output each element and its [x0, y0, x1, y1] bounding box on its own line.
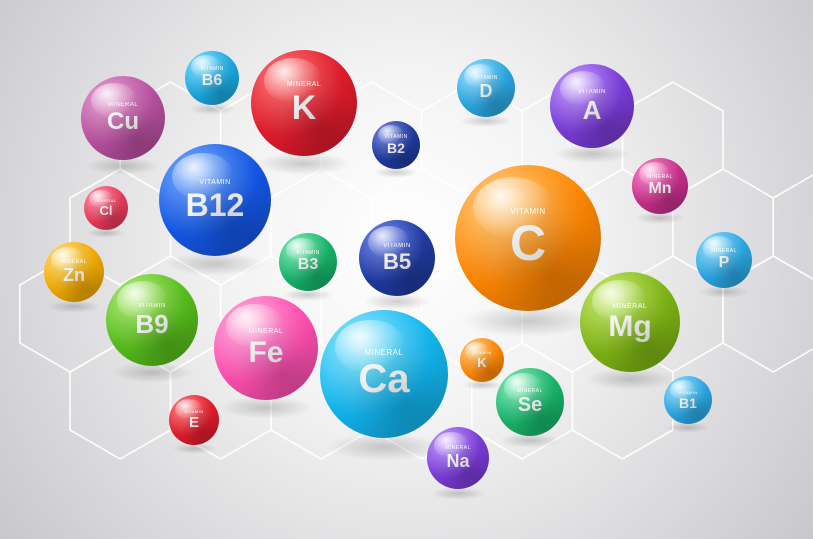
sphere-b6: VITAMINB6 — [185, 51, 239, 105]
sphere-kind-label: VITAMIN — [474, 76, 497, 81]
sphere-symbol-label: B2 — [387, 141, 405, 155]
sphere-kind-label: MINERAL — [108, 102, 138, 108]
sphere-kind-label: VITAMIN — [184, 410, 203, 414]
sphere-kind-label: VITAMIN — [199, 179, 230, 186]
sphere-symbol-label: B6 — [202, 73, 222, 89]
sphere-symbol-label: D — [480, 82, 493, 100]
sphere-b5: VITAMIN B5 — [359, 220, 435, 296]
sphere-kind-label: MINERAL — [517, 389, 543, 394]
sphere-kind-label: VITAMIN — [384, 135, 407, 140]
sphere-symbol-label: B5 — [383, 251, 411, 273]
sphere-mn: MINERALMn — [632, 158, 688, 214]
sphere-kind-label: MINERAL — [613, 303, 648, 310]
sphere-symbol-label: K — [292, 91, 317, 125]
sphere-cl: MINERALCl — [84, 186, 128, 230]
sphere-symbol-label: Cl — [100, 204, 113, 217]
sphere-a: VITAMIN A — [550, 64, 634, 148]
sphere-b3: VITAMINB3 — [279, 233, 337, 291]
sphere-symbol-label: E — [189, 415, 199, 430]
sphere-kind-label: VITAMIN — [678, 391, 697, 395]
sphere-na: MINERALNa — [427, 427, 489, 489]
sphere-cu: MINERAL Cu — [81, 76, 165, 160]
sphere-zn: MINERALZn — [44, 242, 104, 302]
sphere-kind-label: VITAMIN — [510, 208, 545, 216]
sphere-d: VITAMIND — [457, 59, 515, 117]
sphere-kind-label: VITAMIN — [472, 351, 491, 355]
sphere-se: MINERALSe — [496, 368, 564, 436]
sphere-mg: MINERAL Mg — [580, 272, 680, 372]
sphere-kmin: MINERAL K — [251, 50, 357, 156]
sphere-symbol-label: Zn — [63, 266, 85, 284]
sphere-symbol-label: C — [510, 218, 546, 268]
sphere-kvit: VITAMINK — [460, 338, 504, 382]
sphere-symbol-label: Ca — [358, 359, 409, 399]
sphere-kind-label: MINERAL — [711, 249, 737, 254]
sphere-kind-label: VITAMIN — [200, 67, 223, 72]
sphere-b12: VITAMIN B12 — [159, 144, 271, 256]
sphere-symbol-label: Mn — [648, 181, 671, 197]
sphere-symbol-label: B12 — [186, 189, 245, 221]
sphere-symbol-label: B9 — [135, 311, 168, 337]
sphere-kind-label: VITAMIN — [296, 251, 319, 256]
sphere-kind-label: VITAMIN — [578, 89, 605, 95]
sphere-symbol-label: Se — [518, 395, 542, 415]
sphere-symbol-label: Fe — [248, 338, 283, 368]
sphere-b2: VITAMINB2 — [372, 121, 420, 169]
sphere-kind-label: MINERAL — [249, 328, 284, 335]
sphere-p: MINERALP — [696, 232, 752, 288]
sphere-c: VITAMIN C — [455, 165, 601, 311]
sphere-symbol-label: Cu — [107, 110, 139, 134]
sphere-b1: VITAMINB1 — [664, 376, 712, 424]
sphere-kind-label: VITAMIN — [383, 243, 410, 249]
sphere-fe: MINERAL Fe — [214, 296, 318, 400]
sphere-symbol-label: B1 — [679, 396, 697, 410]
sphere-b9: VITAMIN B9 — [106, 274, 198, 366]
sphere-kind-label: MINERAL — [287, 81, 322, 88]
sphere-symbol-label: Na — [446, 452, 469, 470]
sphere-symbol-label: K — [477, 356, 486, 369]
sphere-kind-label: MINERAL — [445, 446, 471, 451]
sphere-kind-label: VITAMIN — [138, 303, 165, 309]
sphere-symbol-label: A — [583, 97, 602, 123]
sphere-kind-label: MINERAL — [364, 349, 403, 357]
sphere-symbol-label: Mg — [608, 312, 651, 342]
sphere-kind-label: MINERAL — [61, 260, 87, 265]
sphere-kind-label: MINERAL — [647, 175, 673, 180]
sphere-ca: MINERAL Ca — [320, 310, 448, 438]
sphere-symbol-label: P — [719, 255, 730, 271]
sphere-symbol-label: B3 — [298, 257, 318, 273]
sphere-kind-label: MINERAL — [95, 199, 116, 203]
sphere-e: VITAMINE — [169, 395, 219, 445]
infographic-canvas: MINERALCuVITAMINB6MINERALKVITAMINB2VITAM… — [0, 0, 813, 539]
